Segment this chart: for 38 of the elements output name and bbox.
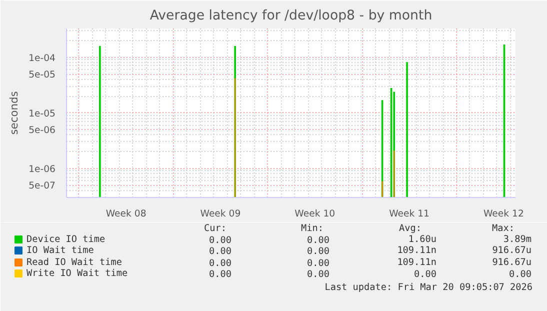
legend-label: Read IO Wait time [26,257,122,268]
text: 0.00 [307,269,330,280]
text: 0.00 [307,258,330,269]
legend-label: Write IO Wait time [26,268,128,279]
text: 0.00 [307,246,330,257]
text: Cur: [204,223,227,234]
text: Last update: Fri Mar 20 09:05:07 2026 [324,282,533,293]
text: 1.60u [408,234,437,245]
y-tick-label: 5e-06 [28,125,56,136]
x-tick-label: Week 08 [106,208,146,220]
text: 0.00 [509,269,532,280]
text: 0.00 [209,235,232,246]
text: 0.00 [209,258,232,269]
text: Min: [301,223,324,234]
text: 916.67u [492,245,532,256]
y-tick-label: 1e-05 [28,108,56,120]
chart-title: Average latency for /dev/loop8 - by month [150,8,432,24]
text: 3.89m [503,234,532,245]
y-axis-title: seconds [8,90,21,135]
y-tick-label: 1e-04 [28,52,56,64]
y-tick-label: 1e-06 [28,164,56,175]
x-tick-label: Week 10 [294,208,336,220]
x-tick-label: Week 12 [484,208,524,220]
text: 0.00 [414,269,437,280]
y-tick-label: 5e-05 [28,70,56,81]
text: 109.11n [397,245,436,256]
text: Max: [492,223,515,234]
text: 0.00 [209,269,232,280]
legend-label: Device IO time [26,234,106,245]
x-tick-label: Week 09 [200,208,241,220]
y-tick-label: 5e-07 [28,180,56,192]
text: 109.11n [397,257,436,268]
text: 0.00 [307,235,330,246]
x-tick-label: Week 11 [389,208,430,220]
text: 916.67u [492,257,532,268]
legend-label: IO Wait time [26,245,94,256]
text: Avg: [399,223,422,234]
text: 0.00 [209,246,232,257]
